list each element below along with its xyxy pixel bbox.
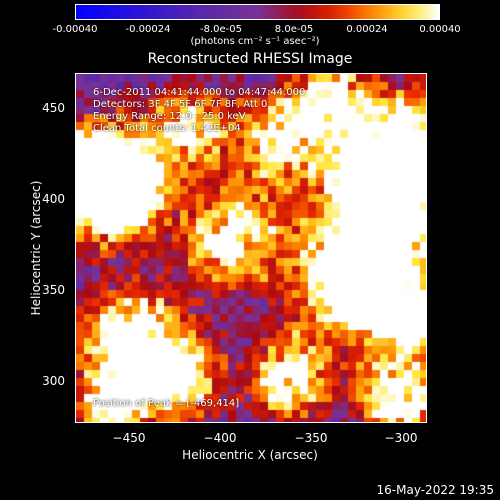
colorbar-tick: -0.00040 bbox=[52, 24, 98, 35]
energy-annotation: Energy Range: 12.0 - 25.0 keV bbox=[93, 111, 246, 122]
colorbar-tick: -0.00024 bbox=[125, 24, 171, 35]
colorbar bbox=[75, 4, 440, 20]
colorbar-tick: 0.00024 bbox=[346, 24, 388, 35]
detectors-annotation: Detectors: 3F 4F 5F 6F 7F 8F, Att 0 bbox=[93, 99, 268, 110]
y-tick-label: 300 bbox=[42, 374, 65, 388]
colorbar-tick: 8.0e-05 bbox=[274, 24, 314, 35]
x-tick-label: −450 bbox=[112, 431, 146, 445]
y-tick-label: 450 bbox=[42, 101, 65, 115]
rhessi-image bbox=[76, 74, 426, 422]
method-annotation: Clean Total counts: 1.42E+04 bbox=[93, 123, 241, 134]
image-plot bbox=[75, 73, 427, 423]
time-range-annotation: 6-Dec-2011 04:41:44.000 to 04:47:44.000 bbox=[93, 87, 306, 98]
y-tick-label: 400 bbox=[42, 192, 65, 206]
x-tick-label: −400 bbox=[203, 431, 237, 445]
colorbar-tick: 0.00040 bbox=[419, 24, 461, 35]
colorbar-unit-label: (photons cm⁻² s⁻¹ asec⁻²) bbox=[190, 36, 320, 47]
colorbar-tick: -8.0e-05 bbox=[200, 24, 242, 35]
x-tick-label: −300 bbox=[384, 431, 418, 445]
y-axis-label: Heliocentric Y (arcsec) bbox=[29, 180, 43, 316]
y-tick-label: 350 bbox=[42, 283, 65, 297]
plot-title: Reconstructed RHESSI Image bbox=[147, 51, 353, 67]
peak-position-annotation: Position of Peak = [-469,414] bbox=[93, 398, 240, 409]
plot-date-stamp: 16-May-2022 19:35 bbox=[376, 483, 494, 497]
x-axis-label: Heliocentric X (arcsec) bbox=[182, 448, 318, 462]
x-tick-label: −350 bbox=[294, 431, 328, 445]
